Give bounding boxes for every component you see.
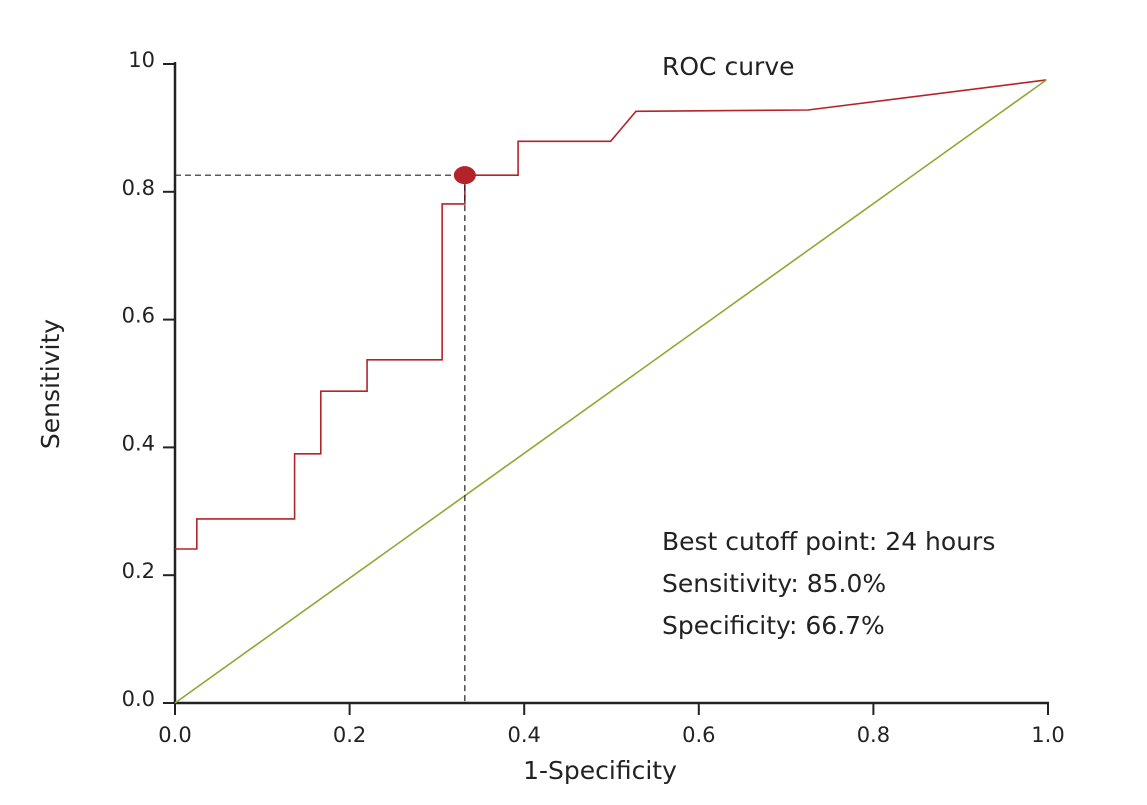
x-tick-label: 1.0 — [1031, 723, 1064, 747]
x-axis-label: 1-Specificity — [523, 756, 677, 785]
x-tick-label: 0.2 — [333, 723, 366, 747]
x-tick-label: 0.6 — [682, 723, 715, 747]
y-tick-label: 0.8 — [122, 176, 155, 200]
line — [174, 79, 1047, 704]
y-tick-label: 0.0 — [122, 687, 155, 711]
annotation: Specificity: 66.7% — [662, 611, 885, 640]
cutoff-point — [453, 166, 476, 185]
x-tick-label: 0.0 — [158, 723, 191, 747]
y-axis-label: Sensitivity — [36, 319, 65, 449]
y-tick-label: 0.4 — [122, 431, 155, 455]
chart-title: ROC curve — [662, 52, 795, 81]
line — [175, 79, 1047, 550]
annotation: Best cutoff point: 24 hours — [662, 527, 995, 556]
y-tick-label: 10 — [128, 48, 155, 72]
annotation: Sensitivity: 85.0% — [662, 569, 886, 598]
x-tick-label: 0.4 — [507, 723, 540, 747]
y-tick-label: 0.2 — [122, 559, 155, 583]
x-tick-label: 0.8 — [857, 723, 890, 747]
y-tick-label: 0.6 — [122, 304, 155, 328]
